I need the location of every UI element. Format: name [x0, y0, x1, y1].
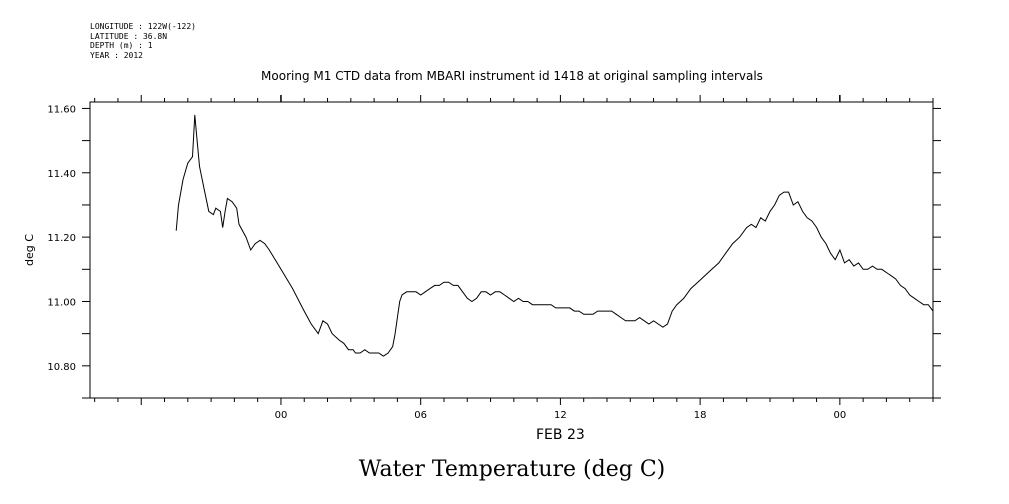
x-tick-label: 06	[414, 410, 427, 421]
y-tick-label: 11.00	[47, 297, 76, 308]
y-axis-label: deg C	[23, 234, 36, 266]
depth-text: DEPTH (m) : 1	[90, 41, 153, 50]
longitude-text: LONGITUDE : 122W(-122)	[90, 22, 196, 31]
x-tick-label: 00	[833, 410, 846, 421]
temperature-line	[175, 114, 934, 357]
y-axis: 10.80 11.00 11.20 11.40 11.60	[47, 104, 941, 399]
latitude-text: LATITUDE : 36.8N	[90, 31, 168, 41]
metadata-block: LONGITUDE : 122W(-122) LATITUDE : 36.8N …	[90, 22, 196, 60]
x-tick-label: 18	[694, 410, 707, 421]
minor-ticks	[94, 95, 934, 405]
chart-caption: Water Temperature (deg C)	[359, 457, 666, 482]
y-tick-label: 11.20	[47, 233, 76, 244]
y-tick-label: 10.80	[47, 362, 76, 373]
year-text: YEAR : 2012	[90, 50, 143, 60]
x-tick-label: 00	[275, 410, 288, 421]
date-label: FEB 23	[536, 427, 585, 443]
plot-frame	[89, 101, 934, 399]
y-tick-label: 11.60	[47, 104, 76, 115]
x-tick-label: 12	[554, 410, 567, 421]
chart-title: Mooring M1 CTD data from MBARI instrumen…	[261, 69, 763, 83]
x-axis: 00 06 12 18 00	[275, 410, 847, 421]
y-tick-label: 11.40	[47, 169, 76, 180]
date-labels: FEB 23FEB 24	[536, 427, 585, 443]
